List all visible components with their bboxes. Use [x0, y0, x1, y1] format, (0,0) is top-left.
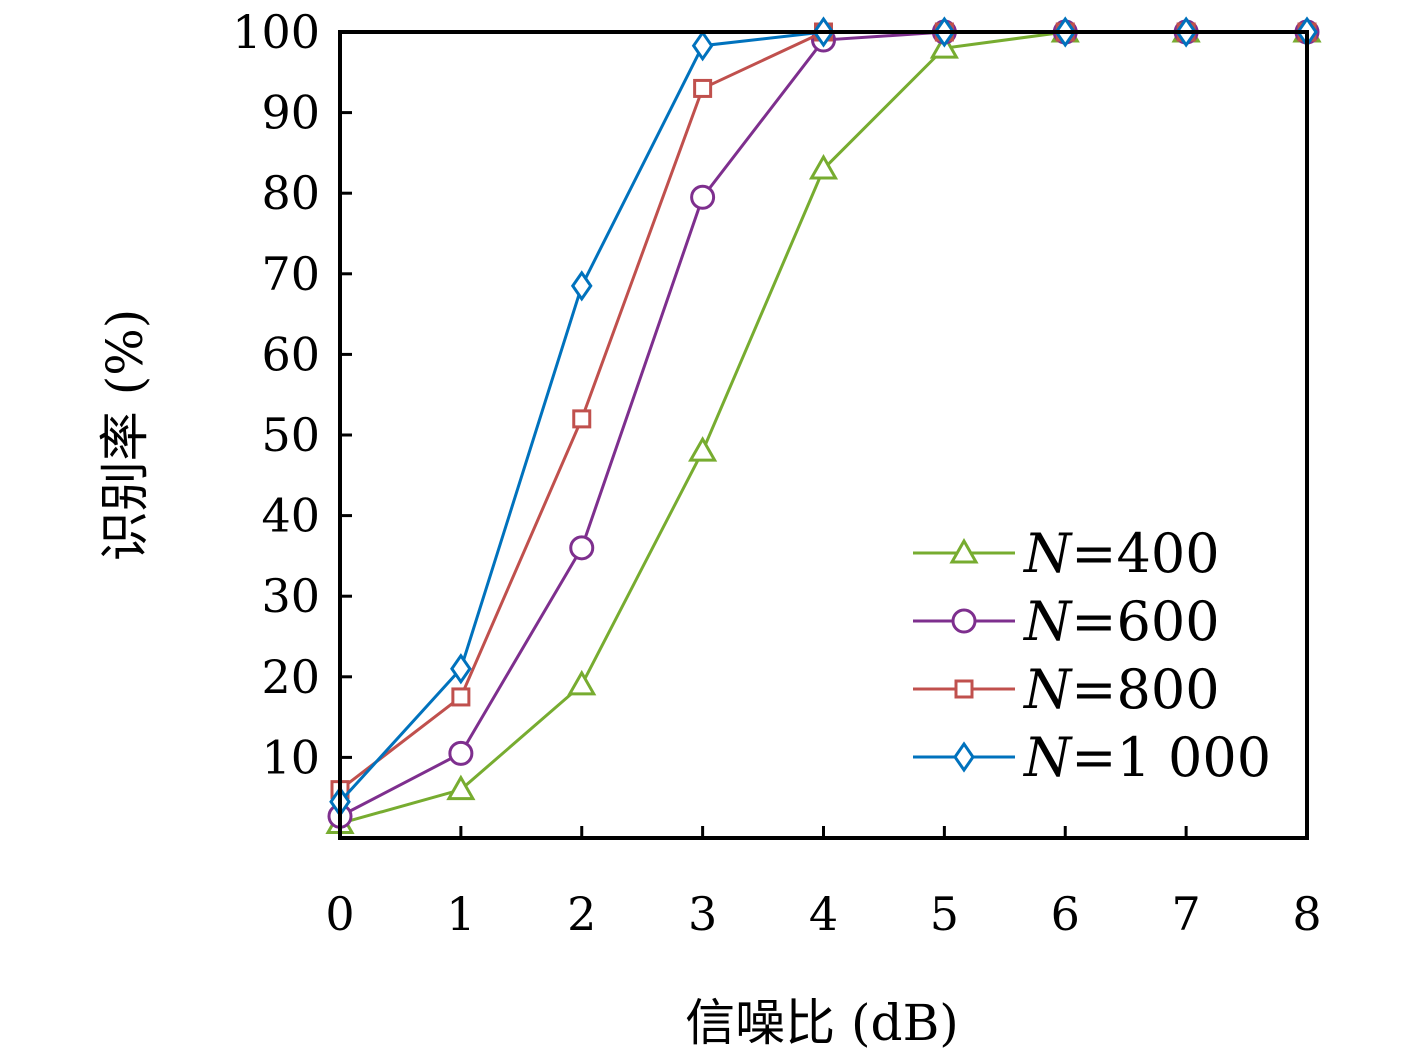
x-tick-label: 2 [567, 887, 596, 941]
data-point-square [693, 78, 713, 98]
x-tick-label: 5 [930, 887, 959, 941]
data-point-diamond [570, 270, 593, 302]
x-tick-label: 0 [325, 887, 354, 941]
data-point-circle [569, 535, 595, 561]
y-tick-label: 20 [261, 650, 320, 704]
legend-label: N=600 [1022, 590, 1220, 653]
data-point-triangle [567, 669, 597, 696]
legend-label: N=800 [1022, 658, 1220, 721]
legend-marker-circle [951, 608, 977, 634]
y-axis-title: 识别率 (%) [96, 309, 154, 561]
legend-item: N=600 [913, 590, 1220, 653]
legend-item: N=400 [913, 522, 1220, 585]
x-tick-label: 3 [688, 887, 717, 941]
y-tick-label: 70 [261, 247, 320, 301]
x-tick-label: 6 [1051, 887, 1080, 941]
x-tick-label: 1 [446, 887, 475, 941]
x-tick-label: 8 [1292, 887, 1321, 941]
x-tick-label: 7 [1171, 887, 1200, 941]
data-point-square [572, 409, 592, 429]
legend-label: N=1 000 [1022, 726, 1271, 789]
y-tick-label: 10 [261, 730, 320, 784]
data-point-triangle [446, 774, 476, 801]
legend-item: N=1 000 [913, 726, 1271, 789]
data-point-circle [448, 740, 474, 766]
x-axis-title: 信噪比 (dB) [685, 994, 959, 1052]
ticks-layer [340, 111, 1188, 838]
data-point-circle [690, 184, 716, 210]
data-point-triangle [808, 153, 839, 180]
data-point-diamond [450, 653, 472, 685]
y-tick-label: 30 [261, 569, 320, 623]
y-tick-label: 90 [261, 86, 320, 140]
legend-marker-square [954, 679, 974, 699]
data-point-diamond [691, 30, 714, 62]
x-tick-label: 4 [809, 887, 838, 941]
y-tick-label: 100 [232, 5, 320, 59]
data-point-triangle [688, 436, 718, 462]
legend-marker-triangle [949, 537, 979, 564]
legend-label: N=400 [1022, 522, 1220, 585]
legend-item: N=800 [913, 658, 1220, 721]
y-tick-label: 50 [261, 408, 320, 462]
y-tick-label: 60 [261, 327, 320, 381]
legend-marker-diamond [953, 741, 975, 773]
data-point-square [451, 687, 471, 707]
y-tick-label: 40 [261, 489, 320, 543]
labels-layer: 0 1 2 3 4 5 6 7 8 10 20 30 40 50 60 70 80 90 100 [232, 5, 1321, 941]
y-tick-label: 80 [261, 166, 320, 220]
